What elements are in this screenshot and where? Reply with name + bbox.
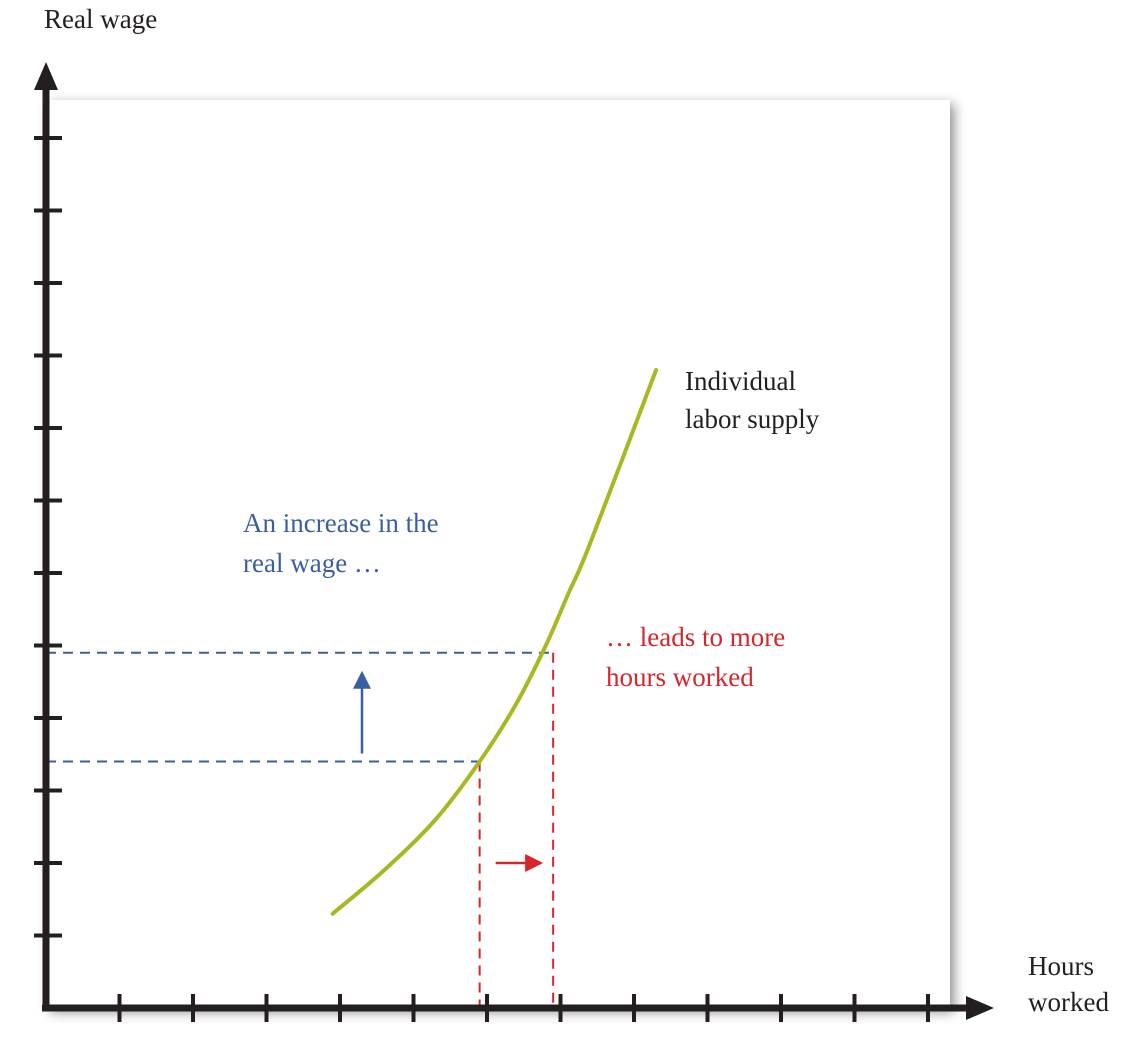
hours-arrow-head [525,854,544,872]
x-axis-label-line-1: Hours [1028,951,1094,981]
x-axis-arrowhead [966,996,994,1020]
hours-increase-arrow [495,854,544,872]
wage-increase-arrow [353,670,371,754]
hours-annotation-line-2: hours worked [606,662,754,692]
x-axis-label: Hours worked [1028,951,1109,1017]
labor-supply-curve [330,368,659,916]
x-axis-label-line-2: worked [1028,987,1109,1017]
wage-arrow-head [353,670,371,689]
series-label-line-2: labor supply [685,404,820,434]
y-axis-arrowhead [34,62,58,90]
plot-panel [46,100,950,1008]
wage-annotation-line-2: real wage … [243,548,381,578]
axes [34,62,994,1020]
wage-increase-annotation: An increase in the real wage … [243,508,445,578]
y-axis-label: Real wage [44,4,157,34]
hours-increase-annotation: … leads to more hours worked [606,622,792,692]
series-label-line-1: Individual [685,366,796,396]
series-label: Individual labor supply [685,366,820,434]
wage-annotation-line-1: An increase in the [243,508,439,538]
hours-annotation-line-1: … leads to more [606,622,785,652]
guide-lines [46,651,555,1008]
